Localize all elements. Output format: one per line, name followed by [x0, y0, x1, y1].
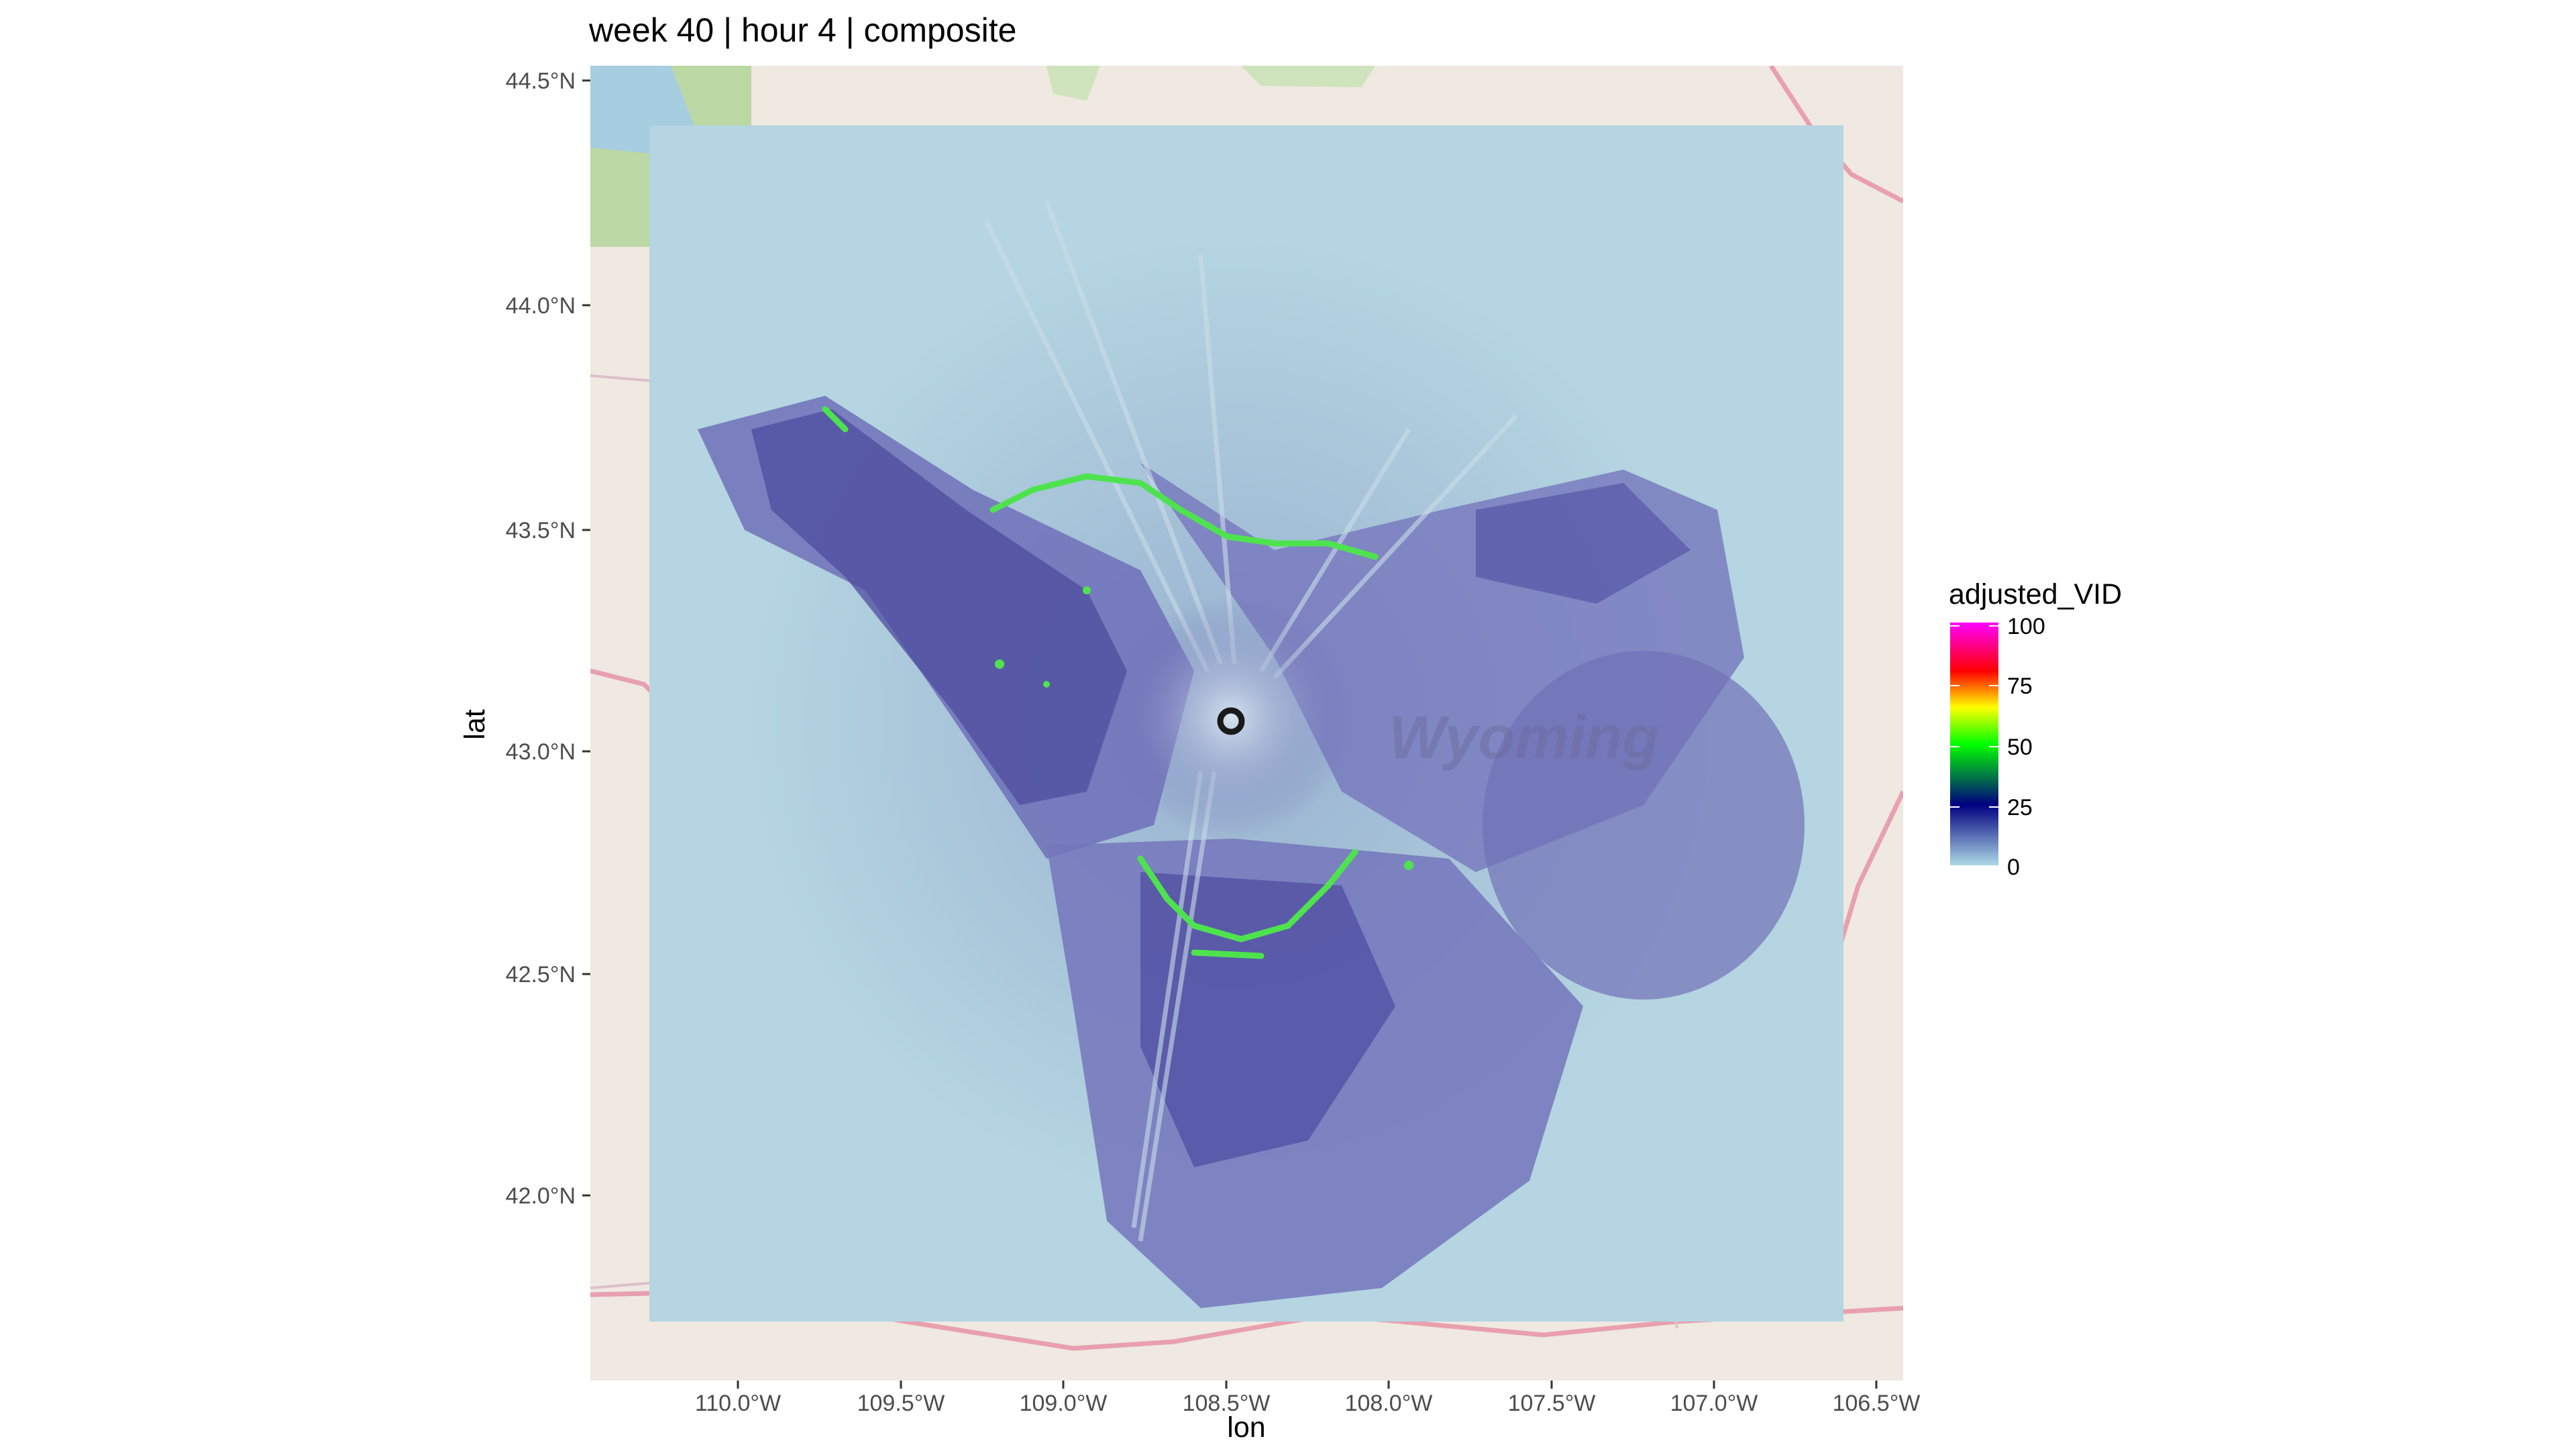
- legend-tick-label: 25: [2007, 795, 2033, 820]
- y-axis-title: lat: [459, 709, 491, 739]
- y-tick-label: 43.5°N: [506, 518, 576, 543]
- x-tick-label: 109.5°W: [857, 1391, 945, 1416]
- y-axis: 44.5°N 44.0°N 43.5°N 43.0°N 42.5°N 42.0°N: [506, 68, 590, 1209]
- legend: adjusted_VID 100 75 50 25 0: [1949, 578, 2122, 880]
- y-tick-label: 42.0°N: [506, 1183, 576, 1209]
- x-axis-title: lon: [1227, 1411, 1265, 1444]
- y-tick-label: 42.5°N: [506, 962, 576, 987]
- legend-tick-label: 100: [2007, 614, 2045, 639]
- x-tick-label: 109.0°W: [1020, 1391, 1108, 1416]
- high-vid-hotspots: [822, 406, 1379, 959]
- y-tick-label: 43.0°N: [506, 739, 576, 765]
- legend-tick-label: 0: [2007, 855, 2020, 880]
- x-tick-label: 108.5°W: [1183, 1391, 1271, 1416]
- x-tick-label: 108.0°W: [1345, 1391, 1433, 1416]
- legend-title: adjusted_VID: [1949, 578, 2122, 610]
- x-axis: 110.0°W 109.5°W 109.0°W 108.5°W 108.0°W 107.5…: [695, 1381, 1921, 1416]
- x-tick-label: 107.5°W: [1508, 1391, 1596, 1416]
- basemap-label-wyoming: Wyoming: [1389, 704, 1659, 771]
- legend-ticks: 100 75 50 25 0: [1950, 614, 2045, 880]
- legend-colorbar: [1950, 623, 1998, 865]
- x-tick-label: 110.0°W: [695, 1391, 781, 1416]
- vid-intensity-layer: [698, 200, 1805, 1308]
- x-tick-label: 107.0°W: [1670, 1391, 1758, 1416]
- radar-site-marker[interactable]: [1217, 707, 1245, 735]
- legend-tick-label: 75: [2007, 674, 2033, 699]
- plot-title: week 40 | hour 4 | composite: [588, 11, 1016, 49]
- near-radar-clearing: [1110, 597, 1352, 839]
- map-panel: Wyoming: [590, 66, 1903, 1381]
- x-tick-label: 106.5°W: [1833, 1391, 1921, 1416]
- y-tick-label: 44.0°N: [506, 293, 576, 319]
- legend-tick-label: 50: [2007, 735, 2033, 760]
- y-tick-label: 44.5°N: [506, 68, 576, 94]
